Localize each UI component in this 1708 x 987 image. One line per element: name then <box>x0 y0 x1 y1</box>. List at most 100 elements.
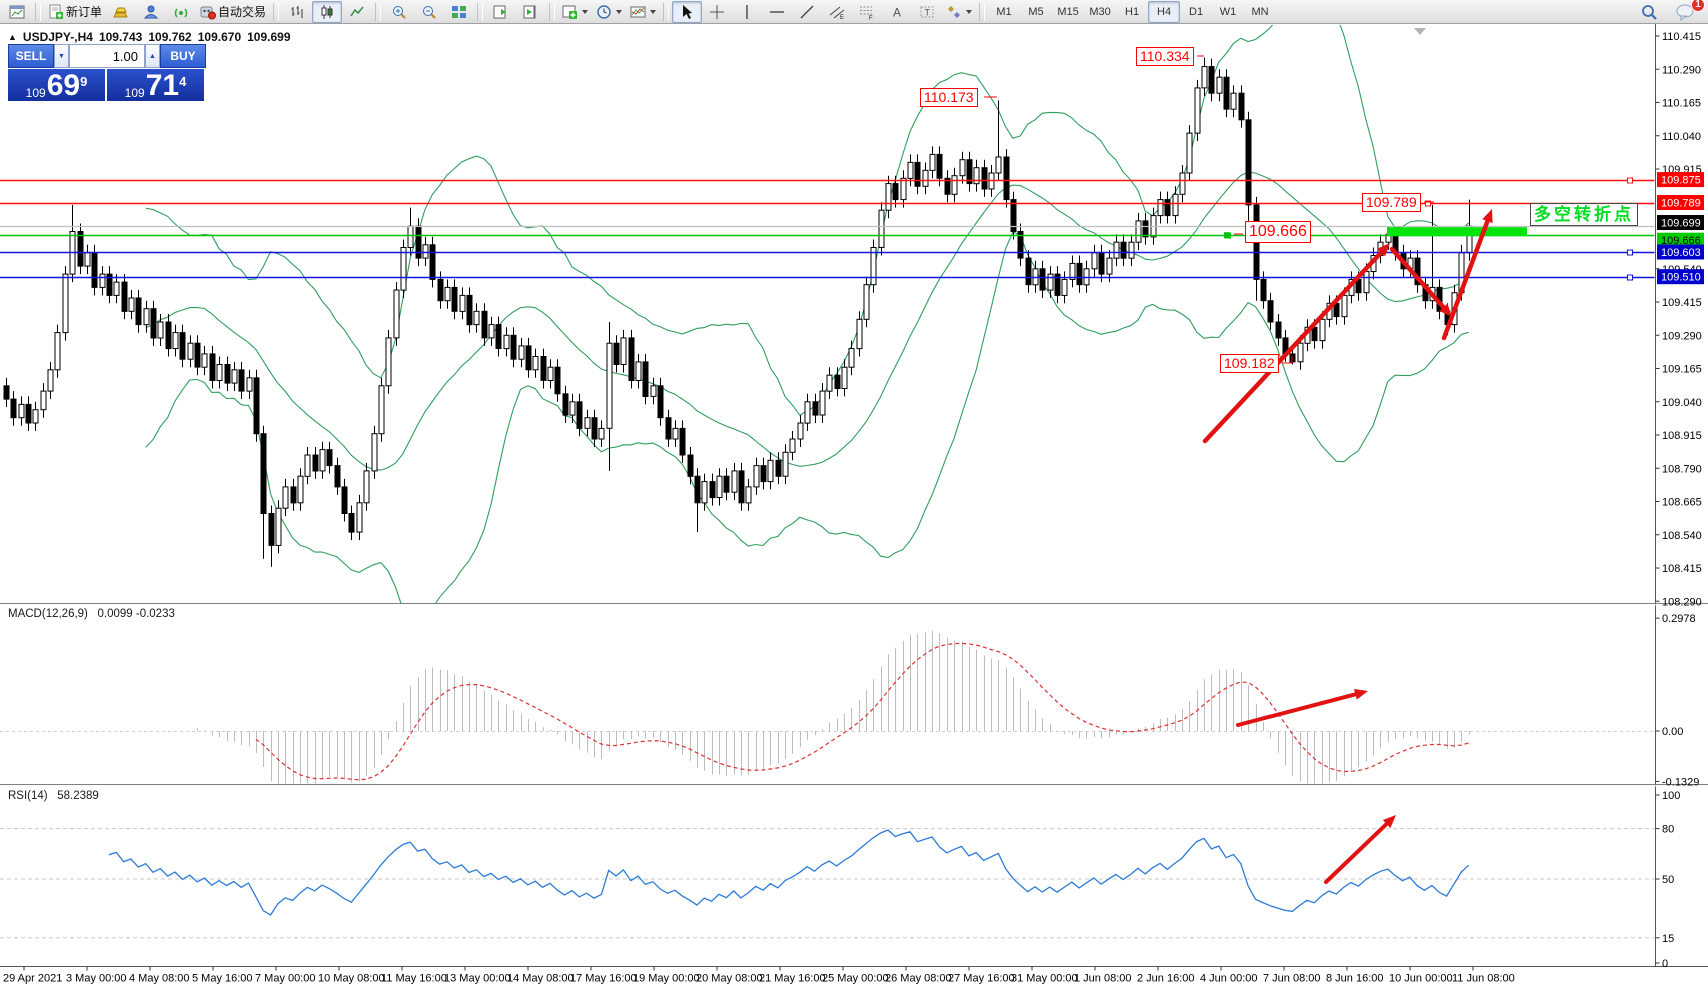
price-callout-109666[interactable]: 109.666 <box>1245 221 1311 243</box>
timeframe-button-m15[interactable]: M15 <box>1057 5 1079 18</box>
axes[interactable]: 110.415110.290110.165110.040109.915109.5… <box>0 24 1708 985</box>
separator <box>273 2 280 21</box>
sell-button[interactable]: SELL <box>8 44 54 68</box>
line-chart-button[interactable] <box>342 1 372 23</box>
svg-text:109.290: 109.290 <box>1662 330 1702 342</box>
indicators-button[interactable] <box>558 1 592 23</box>
zoom-in-icon <box>393 5 406 19</box>
auto-scroll-button[interactable] <box>486 1 516 23</box>
cursor-icon <box>683 4 693 19</box>
text-label-tool-button[interactable]: T <box>912 1 942 23</box>
trendline-tool-button[interactable] <box>792 1 822 23</box>
svg-text:4 Jun 00:00: 4 Jun 00:00 <box>1200 973 1258 985</box>
bid-handle: 109 <box>25 86 46 100</box>
svg-text:14 May 08:00: 14 May 08:00 <box>507 973 574 985</box>
community-button[interactable] <box>136 1 166 23</box>
svg-text:0: 0 <box>1662 958 1668 970</box>
auto-scroll-icon <box>493 5 507 18</box>
zoom-in-button[interactable] <box>384 1 414 23</box>
fibonacci-icon: F <box>860 6 873 20</box>
channel-tool-button[interactable]: E <box>822 1 852 23</box>
chat-button[interactable]: 1 <box>1670 0 1705 23</box>
price-callout-110173[interactable]: 110.173 <box>920 88 978 107</box>
timeframe-button-d1[interactable]: D1 <box>1189 5 1204 18</box>
search-button[interactable] <box>1634 1 1664 23</box>
timeframe-button-m5[interactable]: M5 <box>1028 5 1044 18</box>
svg-text:80: 80 <box>1662 824 1674 836</box>
signals-button[interactable] <box>166 1 196 23</box>
svg-text:7 May 00:00: 7 May 00:00 <box>255 973 316 985</box>
svg-text:21 May 16:00: 21 May 16:00 <box>759 973 826 985</box>
buy-button[interactable]: BUY <box>160 44 206 68</box>
trendline-icon <box>800 5 814 18</box>
timeframe-button-m30[interactable]: M30 <box>1089 5 1111 18</box>
new-order-button[interactable]: 新订单 <box>44 1 106 23</box>
bar-chart-button[interactable] <box>282 1 312 23</box>
dropdown-caret-icon <box>582 9 589 14</box>
shapes-tool-button[interactable] <box>942 1 976 23</box>
bid-price[interactable]: 109 69 9 <box>8 69 105 101</box>
svg-text:19 May 00:00: 19 May 00:00 <box>633 973 700 985</box>
volume-increase-button[interactable]: ▲ <box>145 44 160 68</box>
fibonacci-tool-button[interactable]: F <box>852 1 882 23</box>
rsi-panel-label: RSI(14) 58.2389 <box>8 790 99 802</box>
tile-windows-button[interactable] <box>444 1 474 23</box>
autotrading-button[interactable]: 自动交易 <box>196 1 270 23</box>
horiz-line-tool-button[interactable] <box>762 1 792 23</box>
timeframe-button-h1[interactable]: H1 <box>1125 5 1140 18</box>
candlestick-chart-button[interactable] <box>312 0 343 23</box>
templates-button[interactable] <box>626 1 660 23</box>
price-callout-109182[interactable]: 109.182 <box>1220 354 1279 373</box>
volume-decrease-button[interactable]: ▼ <box>54 44 69 68</box>
periods-button[interactable] <box>592 1 626 23</box>
macd-panel <box>0 630 1655 784</box>
gold-button[interactable] <box>106 1 136 23</box>
shift-marker-icon <box>1414 28 1426 35</box>
main-toolbar: 新订单 自动交易 <box>0 0 1708 24</box>
svg-text:109.666: 109.666 <box>1661 235 1701 247</box>
text-label-icon: T <box>920 6 934 17</box>
svg-text:31 May 00:00: 31 May 00:00 <box>1011 973 1078 985</box>
price-callout-110334[interactable]: 110.334 <box>1136 47 1194 66</box>
vert-line-tool-button[interactable] <box>732 1 762 23</box>
turning-point-note[interactable]: 多空转折点 <box>1530 203 1638 226</box>
templates-icon <box>630 6 646 17</box>
clock-icon <box>597 4 611 19</box>
ask-pip: 4 <box>179 74 187 89</box>
svg-text:27 May 16:00: 27 May 16:00 <box>948 973 1015 985</box>
chart-window-button[interactable] <box>2 1 32 23</box>
svg-text:4 May 08:00: 4 May 08:00 <box>129 973 190 985</box>
crosshair-tool-button[interactable] <box>702 1 732 23</box>
zoom-out-button[interactable] <box>414 1 444 23</box>
ohlc-close: 109.699 <box>247 30 291 44</box>
timeframe-button-mn[interactable]: MN <box>1251 5 1269 18</box>
ohlc-low: 109.670 <box>197 30 242 44</box>
svg-text:108.790: 108.790 <box>1662 463 1702 475</box>
svg-text:26 May 08:00: 26 May 08:00 <box>885 973 952 985</box>
collapse-icon[interactable]: ▲ <box>8 32 17 42</box>
svg-text:110.415: 110.415 <box>1662 31 1701 43</box>
timeframe-button-h4[interactable]: H4 <box>1148 0 1181 23</box>
chart-area[interactable]: 110.415110.290110.165110.040109.915109.5… <box>0 24 1708 987</box>
svg-text:108.915: 108.915 <box>1662 430 1702 442</box>
separator <box>979 2 986 21</box>
ohlc-high: 109.762 <box>148 30 192 44</box>
price-callout-109789[interactable]: 109.789 <box>1362 193 1421 212</box>
timeframe-button-m1[interactable]: M1 <box>996 5 1012 18</box>
ask-handle: 109 <box>124 86 145 100</box>
volume-input[interactable]: 1.00 <box>69 44 145 68</box>
svg-text:11 May 16:00: 11 May 16:00 <box>381 973 447 985</box>
separator <box>35 2 41 21</box>
search-icon <box>1642 4 1657 20</box>
cursor-tool-button[interactable] <box>672 0 703 23</box>
chart-canvas[interactable]: 110.415110.290110.165110.040109.915109.5… <box>0 24 1708 987</box>
autotrading-label: 自动交易 <box>218 5 267 19</box>
text-tool-button[interactable]: A <box>882 1 912 23</box>
svg-text:15: 15 <box>1662 933 1674 945</box>
ask-price[interactable]: 109 71 4 <box>107 69 204 101</box>
timeframe-button-w1[interactable]: W1 <box>1219 5 1237 18</box>
chart-shift-button[interactable] <box>516 1 546 23</box>
svg-text:17 May 16:00: 17 May 16:00 <box>570 973 637 985</box>
svg-text:29 Apr 2021: 29 Apr 2021 <box>3 973 62 985</box>
